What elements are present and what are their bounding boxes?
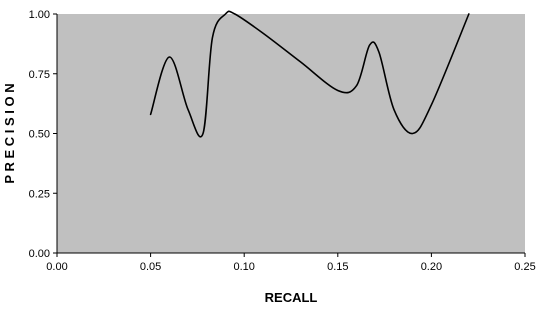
x-tick-label: 0.00: [46, 261, 67, 273]
y-tick-label: 0.75: [29, 69, 50, 81]
y-tick-label: 0.50: [29, 129, 50, 141]
y-tick-label: 1.00: [29, 9, 50, 21]
x-tick-label: 0.15: [327, 261, 348, 273]
x-axis-ticks: 0.00 0.05 0.10 0.15 0.20 0.25: [46, 253, 536, 273]
x-tick-label: 0.10: [233, 261, 254, 273]
x-tick-label: 0.20: [421, 261, 442, 273]
y-axis-ticks: 0.00 0.25 0.50 0.75 1.00: [29, 9, 57, 260]
y-axis-title: P R E C I S I O N: [2, 83, 17, 183]
x-tick-label: 0.05: [140, 261, 161, 273]
y-tick-label: 0.25: [29, 188, 50, 200]
series-line: [149, 10, 470, 138]
x-axis-title: RECALL: [265, 290, 318, 305]
y-tick-label: 0.00: [29, 248, 50, 260]
x-tick-label: 0.25: [514, 261, 535, 273]
